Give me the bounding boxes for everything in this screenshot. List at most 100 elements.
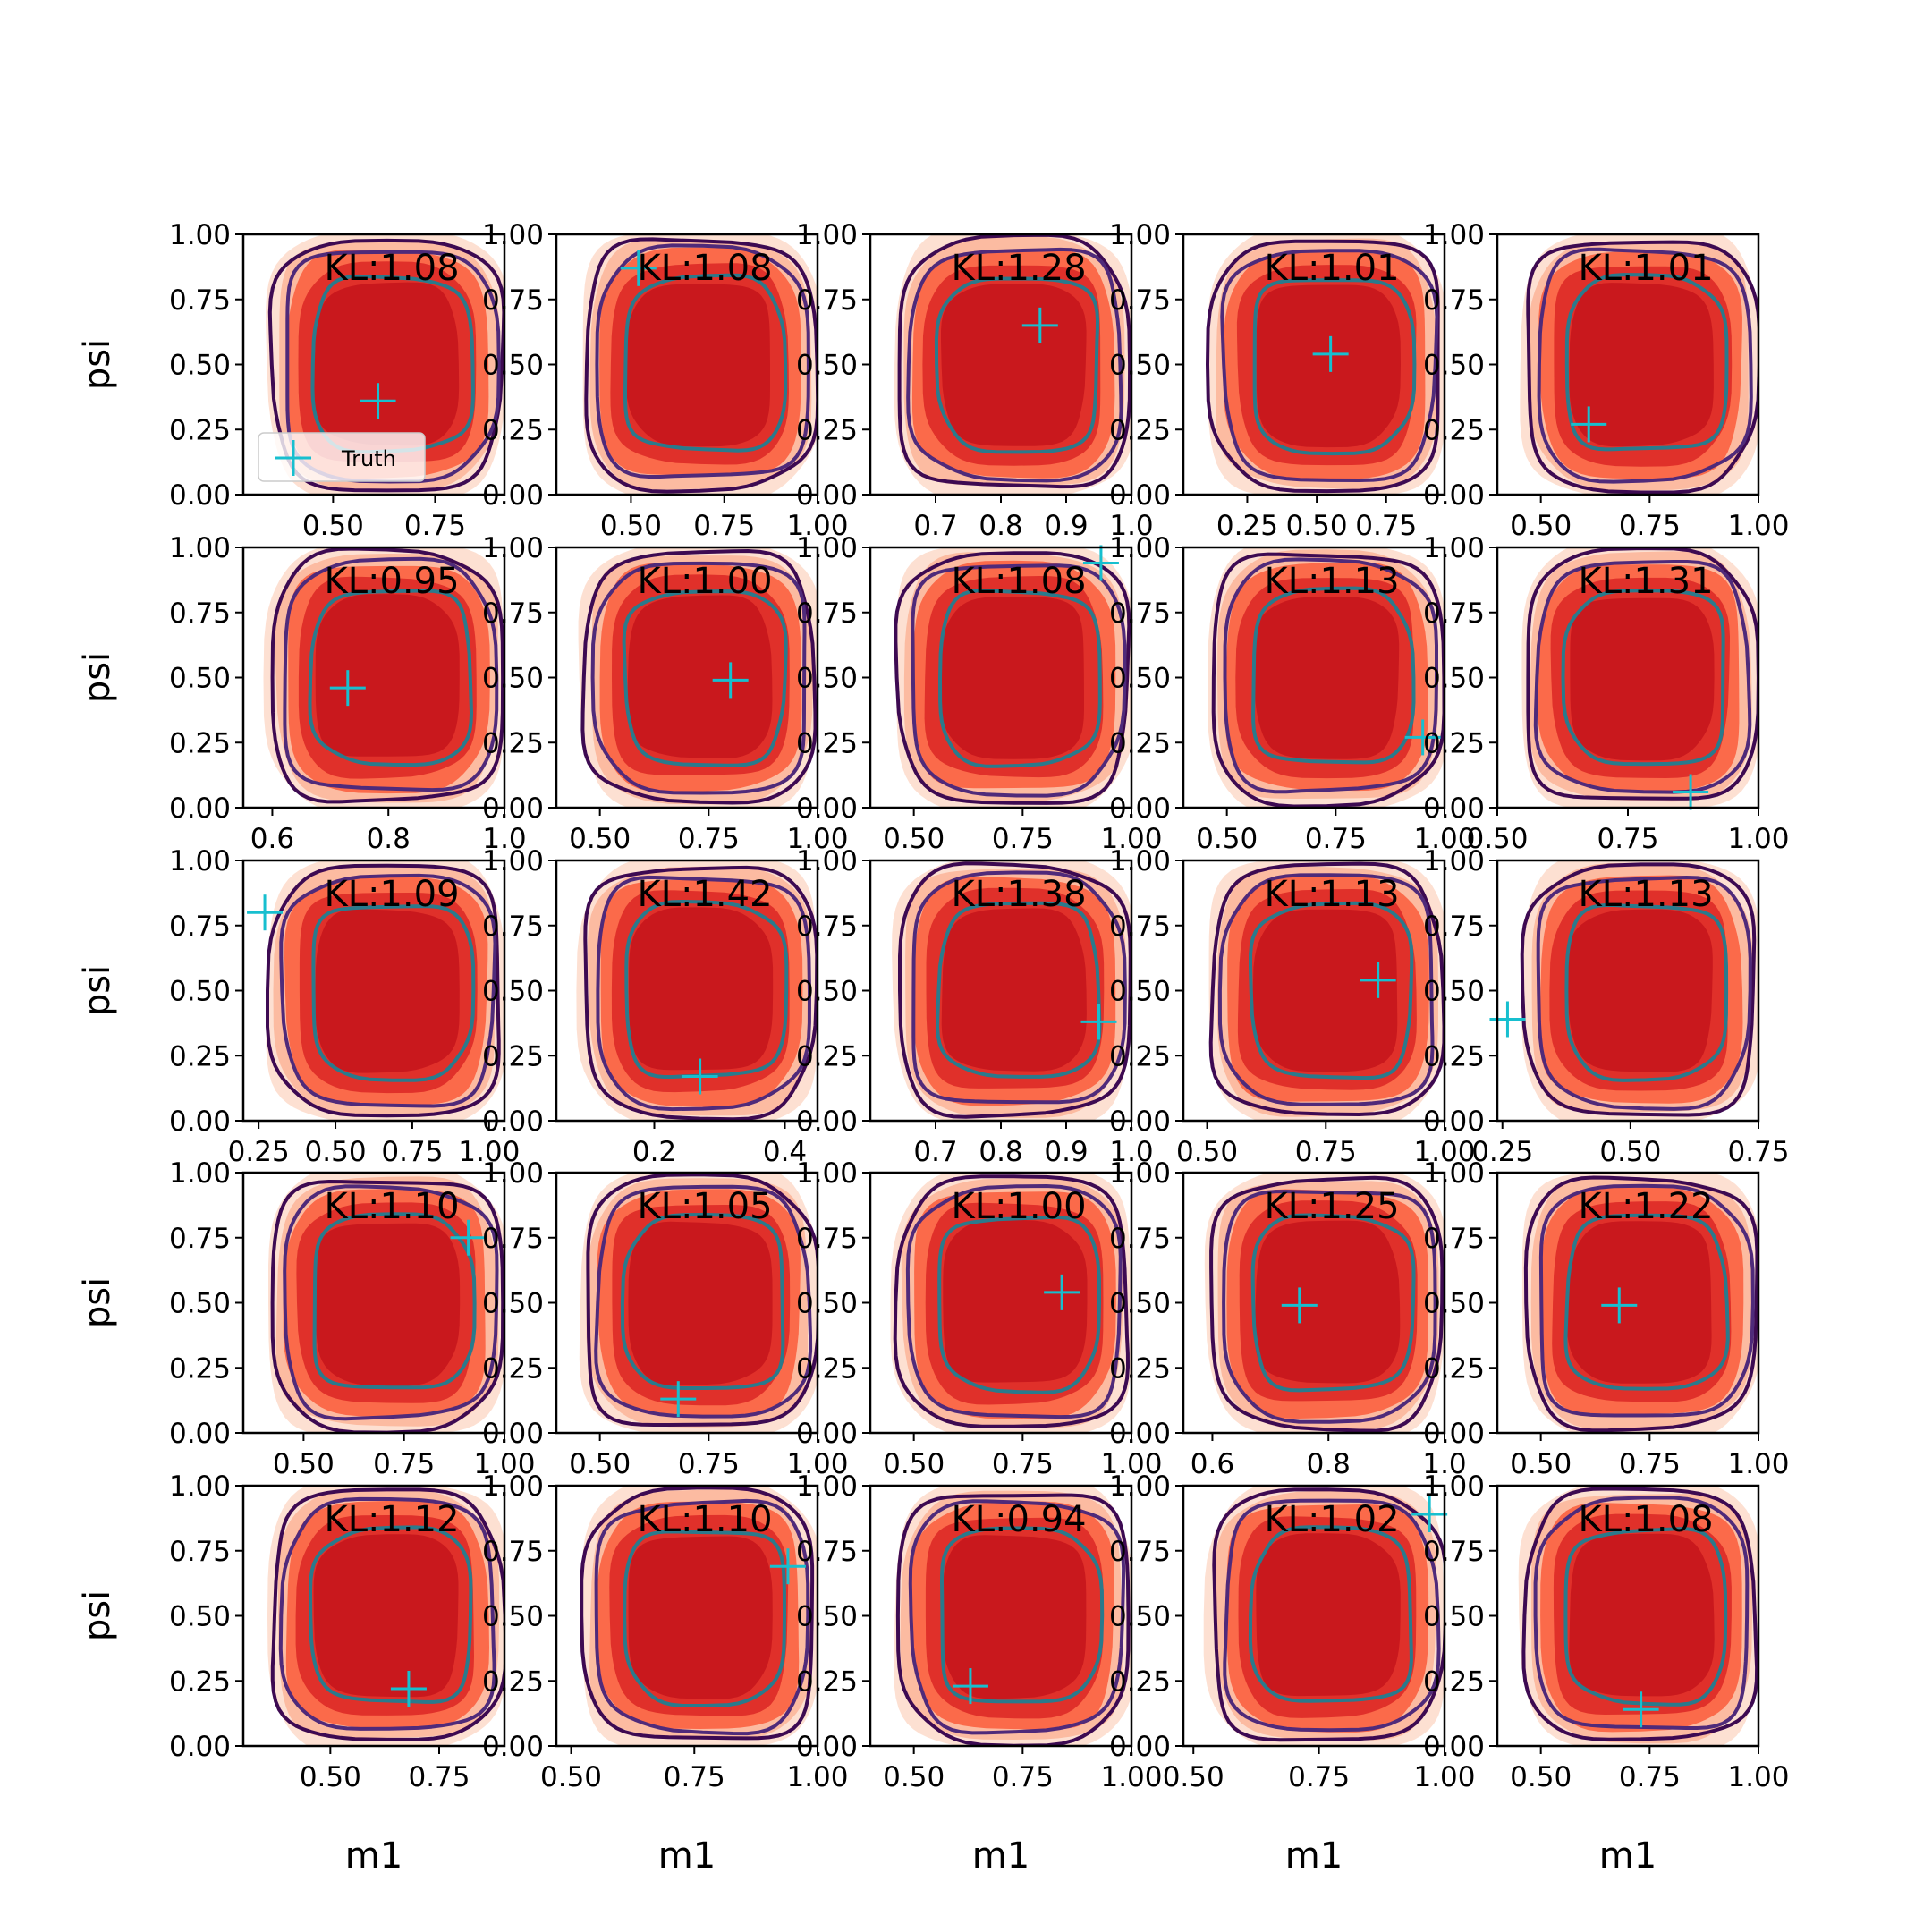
x-tick-label: 0.7 [913,510,957,542]
contour-line-3 [1252,278,1417,456]
contour-line-1 [1526,547,1758,801]
y-tick-label: 0.25 [1109,1352,1171,1385]
subplot-r2-c5: 0.00 0.25 0.50 0.75 1.00 0.50 0.75 1.00 KL:1.31 [1423,532,1790,855]
x-tick-label: 0.50 [273,1448,335,1480]
y-tick-label: 0.50 [169,1601,231,1633]
x-tick-label: 0.75 [992,823,1054,855]
contour-line-2 [594,1498,810,1736]
x-tick-label: 0.25 [1471,1136,1533,1168]
contour-line-1 [1206,239,1440,494]
truth-marker [390,1670,427,1707]
contour-line-3 [620,1213,785,1390]
x-tick-label: 0.75 [992,1761,1054,1793]
x-tick-label: 1.0 [482,823,526,855]
y-tick-label: 1.00 [796,219,858,251]
y-tick-label: 0.50 [482,1288,544,1320]
contour-line-1 [1209,1175,1445,1433]
truth-marker [1601,1287,1638,1324]
contour-line-3 [938,589,1102,768]
y-tick-label: 0.50 [169,663,231,695]
subplot-r3-c1: 0.000.250.500.751.000.25 0.50 0.75 1.00KL:1… [169,845,520,1168]
truth-marker [1623,1691,1659,1728]
y-tick-label: 0.00 [169,1418,231,1450]
subplot-r1-c5: 0.00 0.25 0.50 0.75 1.00 0.50 0.75 1.00 KL:1.01 [1423,219,1790,542]
y-tick-label: 0.75 [482,1223,544,1255]
subplot-r4-c1: 0.00 0.25 0.50 0.75 1.00 0.50 0.75 1.00 KL:1.10 [169,1157,536,1480]
y-tick-label: 0.25 [796,1665,858,1698]
plot-area [1520,234,1758,495]
subplot-r5-c1: 0.00 0.25 0.50 0.75 1.00 0.50 0.75 KL:1.12 [169,1470,506,1793]
y-tick-label: 0.25 [1423,1665,1485,1698]
contour-line-3 [311,904,476,1082]
truth-marker [1360,962,1396,998]
truth-marker [1044,1274,1080,1310]
contour-line-2 [911,564,1127,798]
y-tick-label: 0.50 [482,350,544,382]
plot-area [582,234,818,495]
y-tick-label: 0.50 [482,976,544,1008]
x-tick-label: 0.75 [693,510,755,542]
y-tick-label: 0.25 [482,1040,544,1072]
contour-line-3 [1249,901,1414,1080]
x-tick-label: 0.50 [569,823,631,855]
y-tick-label: 1.00 [169,532,231,564]
y-tick-label: 0.50 [796,350,858,382]
plot-area [266,860,504,1121]
contour-line-1 [266,863,501,1118]
contour-line-2 [283,1184,499,1421]
x-tick-label: 1.00 [1727,823,1789,855]
y-tick-label: 0.25 [1109,414,1171,446]
truth-marker [620,250,657,286]
kl-label: KL:1.09 [324,874,459,915]
x-tick-label: 0.8 [367,823,411,855]
y-axis-label: psi [77,1590,118,1641]
truth-marker [1571,406,1607,443]
x-tick-label: 0.50 [883,823,945,855]
truth-marker [1021,307,1058,343]
y-tick-label: 0.25 [796,414,858,446]
truth-marker [1281,1287,1318,1324]
contour-line-1 [897,234,1131,489]
kde-fill-level-5 [1569,283,1714,447]
contour-line-2 [1536,876,1752,1111]
x-tick-label: 0.75 [404,510,466,542]
x-tick-label: 0.9 [1044,510,1088,542]
contour-line-3 [1564,903,1729,1082]
y-tick-label: 0.00 [169,1731,231,1763]
kl-label: KL:1.02 [1264,1499,1399,1540]
kde-fill-level-5 [942,1535,1087,1699]
y-tick-label: 0.50 [1109,350,1171,382]
x-tick-label: 0.50 [569,1448,631,1480]
legend: Truth [258,432,426,482]
x-tick-label: 0.50 [1466,823,1528,855]
x-tick-label: 0.75 [381,1136,443,1168]
contour-line-3 [312,1212,477,1390]
y-tick-label: 0.75 [1423,1536,1485,1568]
y-axis-label: psi [77,339,118,390]
y-tick-label: 0.75 [482,284,544,317]
y-tick-label: 0.75 [1423,911,1485,943]
y-tick-label: 0.25 [796,1040,858,1072]
kde-fill-level-5 [628,1221,773,1385]
kl-label: KL:1.00 [951,1186,1086,1227]
contour-line-2 [1533,1496,1750,1730]
x-tick-label: 1.0 [1109,1136,1153,1168]
subplot-r3-c2: 0.00 0.25 0.50 0.75 1.00 0.2 0.4 KL:1.42 [482,845,819,1168]
x-tick-label: 0.50 [883,1448,945,1480]
x-tick-label: 0.50 [1176,1136,1238,1168]
y-tick-label: 0.75 [1423,1223,1485,1255]
x-tick-label: 0.75 [1288,1761,1350,1793]
x-tick-label: 0.75 [1305,823,1367,855]
x-tick-label: 0.4 [763,1136,807,1168]
y-tick-label: 0.25 [482,1352,544,1385]
y-tick-label: 1.00 [169,219,231,251]
y-tick-label: 0.75 [1109,1536,1171,1568]
y-tick-label: 1.00 [1109,845,1171,877]
x-axis-label: m1 [345,1835,402,1877]
truth-marker [247,894,284,931]
plot-area [578,547,818,808]
x-tick-label: 1.00 [1727,1761,1789,1793]
kde-fill-level-5 [1256,1533,1401,1697]
x-tick-label: 0.75 [678,823,740,855]
plot-area [1203,1486,1445,1746]
